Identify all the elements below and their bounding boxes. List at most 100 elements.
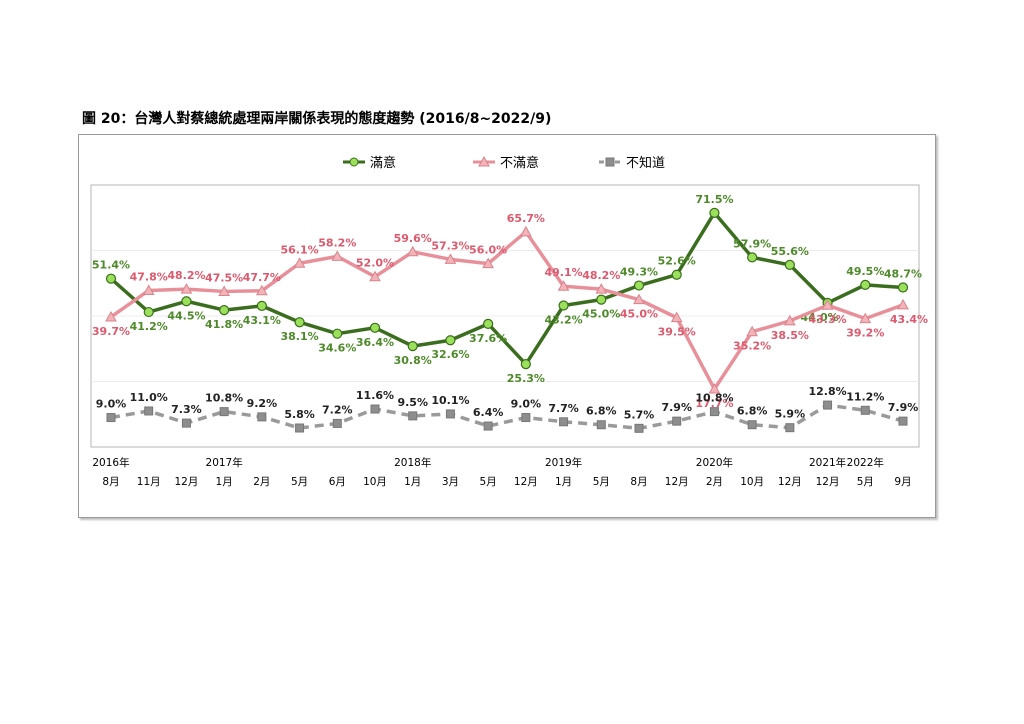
legend-label-satisfied: 滿意 — [370, 155, 396, 171]
data-label-dissatisfied: 39.7% — [92, 325, 130, 338]
data-label-dissatisfied: 45.0% — [620, 308, 658, 321]
data-label-satisfied: 43.1% — [243, 314, 281, 327]
data-label-unknown: 10.8% — [205, 392, 243, 405]
x-year-label: 2019年 — [545, 456, 582, 469]
point-satisfied — [407, 341, 418, 352]
point-satisfied — [143, 306, 154, 318]
data-label-dissatisfied: 47.5% — [205, 271, 243, 284]
point-satisfied — [294, 317, 305, 328]
point-dissatisfied — [444, 253, 457, 264]
data-label-satisfied: 49.5% — [846, 265, 884, 278]
data-label-satisfied: 37.6% — [469, 332, 507, 345]
data-label-satisfied: 43.2% — [544, 314, 582, 327]
page-title: 圖 20：台灣人對蔡總統處理兩岸關係表現的態度趨勢 (2016/8~2022/9… — [82, 111, 552, 127]
point-unknown — [559, 417, 569, 427]
point-unknown — [219, 407, 229, 417]
point-dissatisfied — [218, 285, 230, 296]
data-label-unknown: 9.0% — [511, 398, 542, 411]
data-label-satisfied: 32.6% — [431, 348, 469, 361]
data-label-dissatisfied: 48.2% — [582, 269, 620, 282]
data-label-unknown: 7.3% — [171, 403, 202, 416]
legend: 滿意 不滿意 不知道 — [343, 155, 665, 171]
x-tick-label: 12月 — [816, 476, 840, 488]
data-label-dissatisfied: 56.0% — [469, 244, 507, 257]
line-chart: 滿意 不滿意 不知道 51.4%41.2%44.5%41.8% 43.1%38.1%3… — [90, 155, 928, 488]
x-tick-label: 2月 — [706, 476, 723, 488]
point-dissatisfied — [256, 284, 268, 296]
x-tick-label: 5月 — [480, 476, 497, 488]
data-label-dissatisfied: 39.5% — [658, 326, 696, 339]
data-label-unknown: 11.6% — [356, 389, 394, 402]
point-satisfied — [332, 328, 343, 339]
data-label-satisfied: 55.6% — [771, 245, 809, 258]
x-year-label: 2016年 — [92, 456, 129, 469]
data-label-dissatisfied: 65.7% — [507, 212, 545, 225]
data-label-satisfied: 38.1% — [280, 330, 318, 343]
legend-item-unknown: 不知道 — [599, 155, 665, 171]
point-dissatisfied — [746, 325, 758, 337]
data-label-dissatisfied: 39.2% — [846, 327, 884, 340]
x-tick-label: 1月 — [404, 476, 421, 488]
point-satisfied — [369, 322, 381, 333]
data-label-unknown: 7.9% — [661, 401, 692, 414]
point-dissatisfied — [595, 283, 608, 294]
point-unknown — [483, 421, 493, 431]
data-label-unknown: 9.0% — [96, 398, 127, 411]
data-label-satisfied: 45.0% — [582, 308, 620, 321]
legend-item-dissatisfied: 不滿意 — [473, 155, 539, 171]
point-unknown — [672, 416, 682, 426]
data-label-satisfied: 49.3% — [620, 266, 658, 279]
point-unknown — [408, 411, 418, 421]
data-label-unknown: 7.7% — [548, 402, 579, 415]
data-label-unknown: 10.8% — [695, 392, 733, 405]
point-satisfied — [860, 279, 871, 290]
data-label-satisfied: 41.8% — [205, 318, 243, 331]
point-unknown — [295, 423, 305, 433]
data-label-dissatisfied: 38.5% — [771, 329, 809, 342]
point-satisfied — [784, 259, 795, 271]
x-axis: 2016年 2017年 2018年 2019年 2020年 2021年 2022年 8月 11月… — [92, 456, 911, 488]
x-tick-label: 5月 — [857, 476, 874, 488]
point-unknown — [521, 413, 531, 423]
x-tick-label: 1月 — [216, 476, 233, 488]
point-satisfied — [483, 318, 494, 329]
x-tick-label: 8月 — [102, 476, 119, 488]
x-tick-label: 12月 — [174, 476, 198, 488]
x-tick-label: 12月 — [778, 476, 802, 488]
point-satisfied — [671, 269, 682, 280]
data-label-unknown: 9.2% — [247, 397, 278, 410]
point-dissatisfied — [897, 298, 909, 310]
data-label-dissatisfied: 43.4% — [890, 313, 928, 326]
point-dissatisfied — [633, 293, 645, 305]
point-satisfied — [558, 300, 569, 311]
x-tick-label: 6月 — [329, 476, 346, 488]
series-line-unknown — [110, 403, 904, 431]
data-label-satisfied: 52.6% — [658, 255, 696, 268]
point-unknown — [596, 420, 606, 430]
point-dissatisfied — [180, 283, 193, 294]
x-year-label: 2018年 — [394, 456, 431, 469]
data-label-satisfied: 41.2% — [130, 320, 168, 333]
x-tick-label: 10月 — [740, 476, 764, 488]
point-unknown — [257, 412, 267, 422]
series-line-satisfied — [109, 211, 904, 366]
data-label-satisfied: 71.5% — [695, 193, 733, 206]
point-unknown — [106, 413, 116, 423]
data-label-satisfied: 57.9% — [733, 237, 771, 250]
plot-area: 51.4% 41.2%44.5%41.8% 43.1% 38.1%34.6% 36.4%… — [90, 184, 928, 448]
data-label-unknown: 12.8% — [808, 385, 846, 398]
x-tick-label: 5月 — [593, 476, 610, 488]
point-dissatisfied — [784, 314, 796, 326]
point-dissatisfied — [369, 270, 381, 282]
point-unknown — [860, 405, 870, 415]
legend-marker-unknown — [605, 157, 615, 167]
data-label-satisfied: 30.8% — [394, 354, 432, 367]
data-label-satisfied: 51.4% — [92, 259, 130, 272]
x-tick-label: 1月 — [555, 476, 572, 488]
point-satisfied — [633, 280, 645, 291]
x-tick-label: 10月 — [363, 476, 387, 488]
data-label-satisfied: 34.6% — [318, 342, 356, 355]
point-satisfied — [596, 294, 607, 305]
data-label-unknown: 5.8% — [284, 408, 315, 421]
data-label-satisfied: 44.5% — [167, 309, 205, 322]
